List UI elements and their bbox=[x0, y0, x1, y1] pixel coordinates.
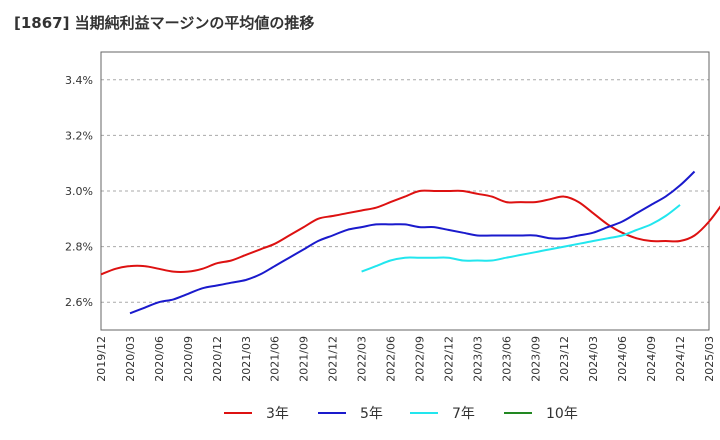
series-line-0 bbox=[100, 189, 720, 276]
x-tick-label: 2022/06 bbox=[385, 336, 398, 382]
legend-item: 5年 bbox=[318, 406, 383, 422]
grid-lines bbox=[101, 79, 709, 303]
x-tick-label: 2020/09 bbox=[182, 336, 195, 382]
x-tick-label: 2021/03 bbox=[240, 336, 253, 382]
x-tick-label: 2020/12 bbox=[211, 336, 224, 382]
y-tick-label: 3.4% bbox=[65, 74, 93, 87]
x-tick-label: 2023/12 bbox=[558, 336, 571, 382]
plot-frame bbox=[100, 51, 710, 331]
x-tick-label: 2023/06 bbox=[500, 336, 513, 382]
legend-label: 3年 bbox=[266, 406, 289, 422]
series-line-1 bbox=[129, 170, 696, 315]
legend-item: 10年 bbox=[504, 406, 578, 422]
series-lines bbox=[100, 170, 720, 315]
legend-item: 7年 bbox=[410, 406, 475, 422]
legend-label: 5年 bbox=[360, 406, 383, 422]
y-axis-ticks: 2.6% 2.8% 3.0% 3.2% 3.4% bbox=[65, 74, 93, 309]
y-tick-label: 2.6% bbox=[65, 296, 93, 309]
x-tick-label: 2021/06 bbox=[269, 336, 282, 382]
series-line-2 bbox=[361, 204, 681, 273]
legend: 3年 5年 7年 10年 bbox=[224, 406, 578, 422]
x-tick-label: 2020/03 bbox=[124, 336, 137, 382]
x-tick-label: 2020/06 bbox=[153, 336, 166, 382]
x-tick-label: 2025/03 bbox=[703, 336, 716, 382]
legend-label: 7年 bbox=[452, 406, 475, 422]
x-tick-label: 2024/03 bbox=[587, 336, 600, 382]
x-tick-label: 2021/12 bbox=[327, 336, 340, 382]
legend-item: 3年 bbox=[224, 406, 289, 422]
y-tick-label: 3.2% bbox=[65, 129, 93, 142]
x-tick-label: 2022/12 bbox=[442, 336, 455, 382]
x-tick-label: 2024/06 bbox=[616, 336, 629, 382]
x-tick-label: 2021/09 bbox=[298, 336, 311, 382]
x-tick-label: 2022/03 bbox=[356, 336, 369, 382]
x-tick-label: 2022/09 bbox=[413, 336, 426, 382]
chart-title: [1867] 当期純利益マージンの平均値の推移 bbox=[14, 14, 315, 32]
x-tick-label: 2024/09 bbox=[645, 336, 658, 382]
y-tick-label: 3.0% bbox=[65, 185, 93, 198]
x-tick-label: 2023/09 bbox=[529, 336, 542, 382]
y-tick-label: 2.8% bbox=[65, 241, 93, 254]
x-axis-ticks: 2019/12 2020/03 2020/06 2020/09 2020/12 2021/… bbox=[95, 336, 716, 382]
x-tick-label: 2024/12 bbox=[674, 336, 687, 382]
x-tick-label: 2023/03 bbox=[471, 336, 484, 382]
x-tick-label: 2019/12 bbox=[95, 336, 108, 382]
legend-label: 10年 bbox=[546, 406, 578, 422]
